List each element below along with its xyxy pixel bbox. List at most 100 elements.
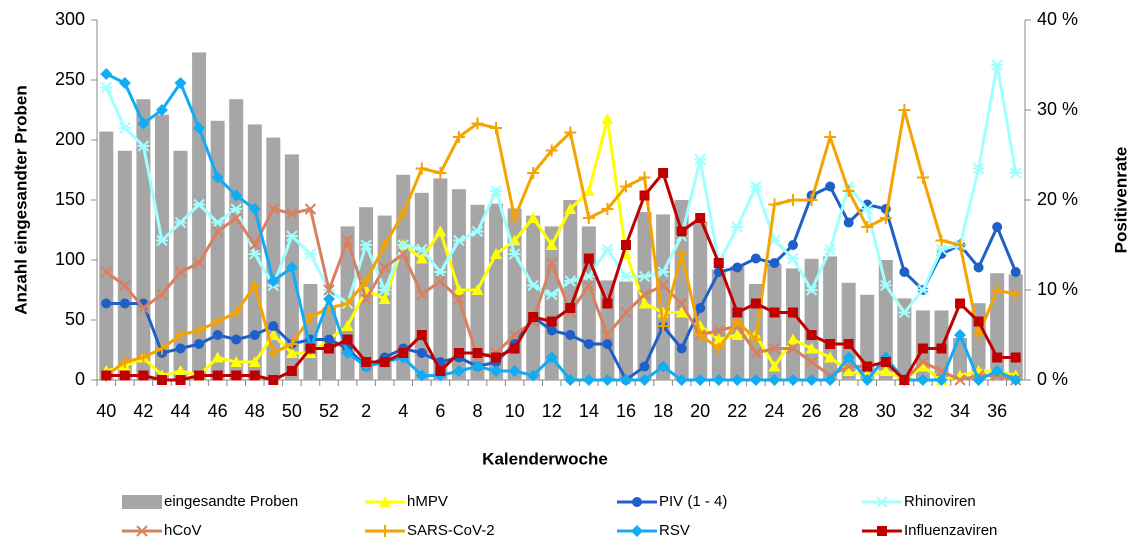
marker (545, 144, 558, 157)
marker (490, 248, 503, 259)
marker (416, 348, 427, 358)
marker (378, 293, 391, 304)
marker (397, 248, 409, 260)
marker (638, 374, 651, 386)
marker (675, 374, 688, 386)
legend-marker (379, 525, 391, 537)
marker (174, 266, 187, 278)
bar (860, 294, 875, 380)
marker (471, 225, 484, 238)
marker (582, 212, 595, 224)
marker (768, 342, 781, 355)
marker (954, 374, 966, 386)
marker (991, 284, 1004, 296)
legend-item: hMPV (365, 493, 448, 510)
legend-item: PIV (1 - 4) (617, 493, 727, 510)
series-line (105, 72, 1017, 383)
marker (638, 171, 651, 184)
marker (620, 306, 632, 319)
marker (211, 315, 224, 328)
marker (415, 243, 428, 256)
marker (916, 284, 929, 296)
x-tick-label: 32 (913, 401, 933, 421)
marker (768, 198, 781, 211)
bar (396, 174, 411, 380)
marker (731, 329, 744, 340)
x-tick-label: 34 (950, 401, 970, 421)
marker (787, 374, 799, 386)
marker (248, 356, 261, 367)
x-tick-label: 50 (282, 401, 302, 421)
marker (490, 365, 503, 377)
marker (452, 234, 465, 247)
marker (805, 356, 818, 368)
marker (194, 370, 205, 381)
marker (230, 356, 243, 367)
marker (879, 212, 892, 224)
x-tick-label: 42 (133, 401, 153, 421)
x-tick-label: 22 (727, 401, 747, 421)
marker (750, 347, 762, 359)
marker (527, 279, 540, 292)
marker (954, 239, 967, 251)
marker (211, 216, 224, 229)
marker (285, 338, 298, 350)
y2-tick-label: 40 % (1037, 9, 1078, 29)
marker (471, 284, 484, 295)
marker (638, 297, 651, 309)
marker (582, 374, 595, 386)
marker (174, 77, 187, 89)
legend-label: hCoV (164, 522, 202, 539)
marker (805, 284, 818, 296)
marker (675, 297, 688, 310)
marker (936, 343, 947, 354)
marker (435, 366, 446, 376)
marker (249, 370, 260, 381)
marker (193, 122, 206, 134)
marker (638, 270, 651, 283)
marker (787, 333, 799, 345)
marker (341, 234, 354, 247)
marker (138, 370, 149, 381)
marker (379, 357, 390, 367)
bar (693, 221, 708, 380)
marker (916, 374, 929, 386)
marker (750, 298, 761, 309)
legend-marker (632, 497, 642, 507)
x-tick-label: 52 (319, 401, 339, 421)
marker (175, 375, 186, 385)
marker (545, 351, 558, 364)
marker (731, 374, 744, 386)
marker (378, 284, 391, 296)
marker (806, 330, 817, 340)
y-tick-label: 150 (55, 189, 85, 209)
marker (434, 167, 447, 179)
legend-item: Rhinoviren (862, 493, 976, 510)
marker (935, 243, 948, 256)
marker (137, 351, 150, 364)
marker (508, 248, 521, 260)
marker (991, 59, 1004, 71)
marker (398, 348, 409, 358)
marker (508, 212, 521, 224)
y-axis-title: Anzahl eingesandter Proben (11, 85, 30, 315)
marker (155, 342, 168, 355)
marker (434, 266, 447, 278)
marker (676, 343, 687, 354)
x-tick-label: 12 (542, 401, 562, 421)
marker (230, 306, 243, 319)
marker (992, 352, 1003, 363)
marker (268, 321, 279, 331)
marker (248, 279, 261, 292)
marker (565, 303, 576, 313)
marker (415, 252, 428, 264)
marker (639, 361, 650, 372)
x-tick-label: 28 (839, 401, 859, 421)
marker (843, 217, 854, 228)
marker (193, 257, 205, 269)
marker (471, 117, 484, 130)
marker (1010, 267, 1021, 277)
marker (917, 343, 928, 354)
bar (823, 256, 838, 380)
bar (618, 281, 633, 380)
